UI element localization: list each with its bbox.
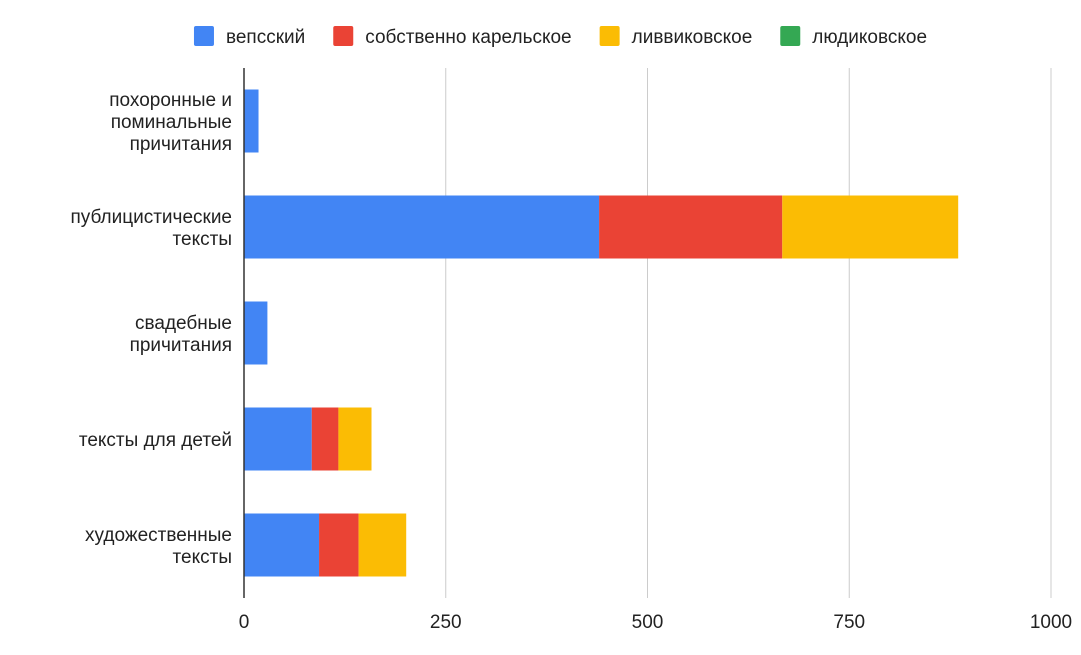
bar-series-0-cat-0 bbox=[244, 89, 259, 153]
legend-swatch-1 bbox=[333, 26, 354, 46]
legend-swatch-0 bbox=[193, 26, 214, 46]
legend-label: ливвиковское bbox=[632, 27, 753, 48]
legend-label: вепсский bbox=[226, 27, 305, 48]
legend-label: людиковское bbox=[812, 27, 927, 48]
category-label: похоронные и поминальные причитания bbox=[109, 90, 232, 155]
legend-label: собственно карельское bbox=[365, 27, 571, 48]
bar-series-1-cat-3 bbox=[311, 407, 339, 471]
category-label: свадебные причитания bbox=[130, 313, 232, 356]
bar-series-0-cat-3 bbox=[244, 407, 312, 471]
x-tick-label: 250 bbox=[430, 612, 462, 633]
bar-series-1-cat-1 bbox=[599, 195, 783, 259]
bar-series-2-cat-3 bbox=[338, 407, 372, 471]
bar-series-2-cat-1 bbox=[782, 195, 959, 259]
bar-series-1-cat-4 bbox=[319, 513, 359, 577]
x-tick-labels: 0 250 500 750 1000 bbox=[239, 612, 1072, 633]
x-tick-label: 0 bbox=[239, 612, 250, 633]
legend-swatch-2 bbox=[599, 26, 620, 46]
bar-series-0-cat-2 bbox=[244, 301, 268, 365]
category-label: тексты для детей bbox=[79, 430, 232, 451]
category-label: художественные тексты bbox=[85, 525, 232, 568]
legend-swatch-3 bbox=[780, 26, 801, 46]
category-labels: похоронные и поминальные причитания публици… bbox=[71, 90, 233, 568]
category-label: публицистические тексты bbox=[71, 207, 233, 250]
bar-series-0-cat-1 bbox=[244, 195, 600, 259]
gridlines bbox=[445, 68, 1052, 598]
bars bbox=[244, 89, 959, 577]
x-tick-label: 750 bbox=[833, 612, 865, 633]
legend: вепсский собственно карельское ливвиковско… bbox=[193, 26, 927, 48]
x-tick-label: 1000 bbox=[1030, 612, 1072, 633]
bar-series-2-cat-4 bbox=[358, 513, 407, 577]
x-tick-label: 500 bbox=[632, 612, 664, 633]
bar-series-0-cat-4 bbox=[244, 513, 320, 577]
